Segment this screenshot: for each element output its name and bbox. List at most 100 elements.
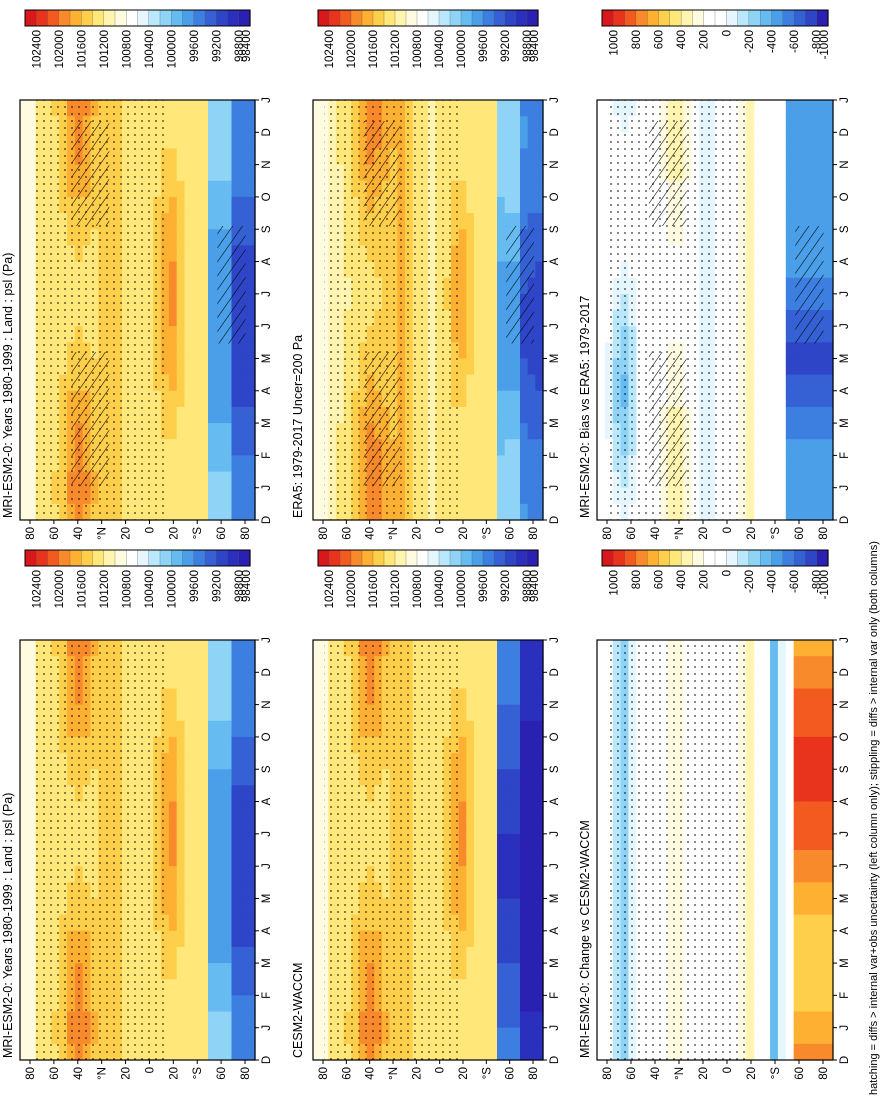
heatmap-cell [247,704,256,722]
heatmap-cell [20,196,29,214]
colorbar-swatch [416,549,429,567]
heatmap-cell [520,850,529,867]
month-tick-label: A [839,257,851,265]
colorbar-tick-label: 400 [676,30,688,49]
heatmap-cell [223,1011,233,1029]
heatmap-cell [489,277,498,295]
heatmap-cell [777,390,787,408]
heatmap-cell [231,672,240,690]
heatmap-cell [770,503,779,521]
heatmap-cell [527,833,536,851]
heatmap-cell [809,374,818,392]
heatmap-cell [200,785,209,803]
heatmap-cell [520,769,529,786]
lat-tick-label: 20 [746,527,758,540]
heatmap-cell [231,487,240,505]
heatmap-cell [481,979,490,996]
colorbar-swatch [816,9,829,27]
heatmap-cell [520,423,529,440]
heatmap-cell [489,374,498,392]
heatmap-cell [770,785,779,803]
month-tick-label: J [839,97,851,103]
heatmap-cell [176,704,186,722]
heatmap-cell [247,785,256,803]
colorbar-tick-label: 100400 [434,570,446,608]
heatmap-cell [746,326,755,343]
heatmap-cell [489,406,498,424]
month-tick-label: M [839,354,851,364]
heatmap-cell [223,656,233,673]
lat-tick-label: 60 [341,527,353,540]
heatmap-cell [746,866,755,883]
heatmap-cell [20,688,29,706]
heatmap-cell [466,471,475,489]
heatmap-cell [223,116,233,133]
heatmap-cell [192,503,201,521]
heatmap-cell [512,946,521,964]
heatmap-cell [184,672,193,690]
heatmap-cell [777,455,787,473]
heatmap-cell [168,471,178,489]
heatmap-cell [20,704,29,722]
heatmap-cell [466,180,475,198]
heatmap-cell [481,640,490,657]
heatmap-cell [184,930,193,948]
heatmap-cell [489,213,498,230]
heatmap-cell [239,455,248,473]
heatmap-cell [215,196,225,214]
heatmap-cell [313,753,322,770]
heatmap-cell [777,406,787,424]
heatmap-cell [20,116,29,133]
heatmap-cell [466,914,475,932]
month-tick-label: J [549,637,561,643]
heatmap-cell [535,672,544,690]
heatmap-cell [535,769,544,786]
heatmap-cell [527,455,536,473]
heatmap-cell [504,487,513,505]
colorbar-swatch [427,549,440,567]
colorbar-tick-label: 99600 [478,30,490,62]
heatmap-cell [512,390,521,408]
lat-tick-label: 60 [216,1067,228,1080]
heatmap-cell [489,801,498,819]
heatmap-cell [215,720,225,738]
heatmap-cell [597,471,606,489]
heatmap-cell [20,672,29,690]
heatmap-cell [176,213,186,230]
heatmap-cell [200,995,209,1013]
heatmap-cell [754,672,763,690]
heatmap-cell [176,455,186,473]
month-tick-label: A [261,797,273,805]
heatmap-cell [746,358,755,376]
heatmap-cell [208,164,217,182]
heatmap-cell [247,310,256,327]
heatmap-cell [168,390,178,408]
heatmap-cell [200,720,209,738]
heatmap-cell [597,882,606,900]
heatmap-cell [215,1027,225,1045]
heatmap-cell [754,1027,763,1045]
heatmap-cell [597,979,606,996]
heatmap-cell [489,293,498,311]
heatmap-cell [777,801,787,819]
heatmap-cell [754,390,763,408]
heatmap-cell [793,100,803,117]
heatmap-cell [200,196,209,214]
heatmap-cell [20,213,29,230]
heatmap-cell [192,148,201,166]
heatmap-cell [793,132,803,150]
panel-title: ERA5: 1979-2017 Uncer=200 Pa [291,335,305,518]
heatmap-cell [489,503,498,521]
heatmap-cell [20,801,29,819]
month-tick-label: N [261,160,273,168]
panel-frame [312,639,544,1061]
heatmap-cell [458,785,467,803]
heatmap-cell [208,342,217,360]
heatmap-cell [489,1043,498,1061]
heatmap-cell [200,439,209,456]
heatmap-cell [474,116,483,133]
colorbar-swatch [471,9,484,27]
heatmap-cell [231,1011,240,1029]
heatmap-cell [512,979,521,996]
heatmap-cell [777,326,787,343]
